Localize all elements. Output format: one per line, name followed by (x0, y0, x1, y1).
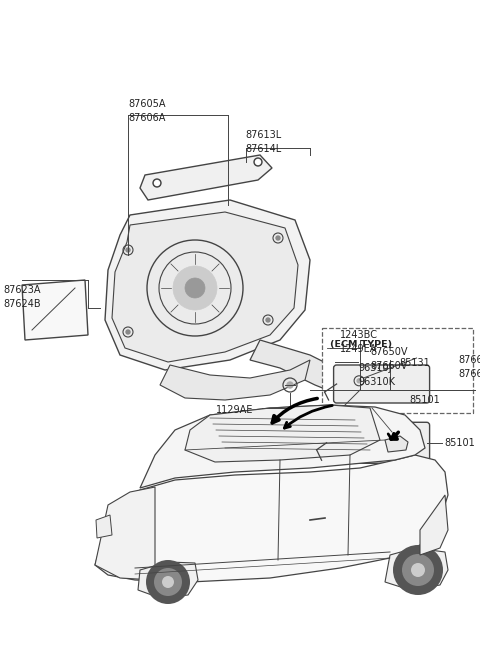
FancyBboxPatch shape (324, 422, 430, 463)
Text: 96310K: 96310K (358, 377, 395, 387)
Circle shape (357, 379, 361, 383)
Text: 87605A: 87605A (128, 99, 166, 109)
Circle shape (126, 330, 130, 334)
Text: 87662: 87662 (458, 369, 480, 379)
Polygon shape (160, 360, 310, 400)
Text: 87624B: 87624B (3, 299, 41, 309)
Polygon shape (138, 562, 198, 598)
Circle shape (287, 382, 293, 388)
Text: 87661: 87661 (458, 355, 480, 365)
Polygon shape (105, 200, 310, 370)
Polygon shape (96, 515, 112, 538)
Polygon shape (385, 548, 448, 590)
Polygon shape (95, 455, 448, 582)
Circle shape (393, 545, 443, 595)
Circle shape (411, 563, 425, 577)
Text: 87613L: 87613L (245, 130, 281, 140)
Text: 87614L: 87614L (245, 144, 281, 154)
Text: 87650V: 87650V (370, 347, 408, 357)
Bar (322, 328, 473, 413)
Text: (ECM TYPE): (ECM TYPE) (330, 340, 392, 349)
Text: 1243BC: 1243BC (340, 330, 378, 340)
Circle shape (266, 318, 270, 322)
Polygon shape (112, 212, 298, 362)
Circle shape (402, 554, 434, 586)
Text: 87606A: 87606A (128, 113, 166, 123)
Text: 87623A: 87623A (3, 285, 40, 295)
Circle shape (337, 410, 353, 426)
Circle shape (126, 248, 130, 252)
Polygon shape (420, 495, 448, 555)
Text: 96310J: 96310J (358, 363, 392, 373)
Circle shape (254, 158, 262, 166)
FancyBboxPatch shape (334, 365, 430, 403)
Polygon shape (250, 340, 350, 395)
Text: 1129AE: 1129AE (216, 405, 253, 415)
Circle shape (155, 180, 159, 186)
Circle shape (153, 179, 161, 187)
Circle shape (342, 415, 348, 421)
Text: 87660V: 87660V (370, 361, 408, 371)
Text: 85131: 85131 (399, 358, 431, 368)
Polygon shape (140, 155, 272, 200)
Circle shape (336, 358, 344, 366)
Text: 1249EA: 1249EA (340, 344, 377, 354)
Circle shape (255, 159, 261, 165)
Circle shape (185, 278, 205, 298)
Circle shape (173, 266, 217, 310)
Polygon shape (22, 280, 88, 340)
Text: 85101: 85101 (444, 438, 475, 448)
Polygon shape (360, 400, 400, 440)
Polygon shape (185, 405, 380, 462)
Circle shape (146, 560, 190, 604)
Circle shape (276, 236, 280, 240)
Polygon shape (385, 436, 408, 452)
Polygon shape (140, 405, 425, 488)
Circle shape (162, 576, 174, 588)
Circle shape (154, 568, 182, 596)
Polygon shape (95, 487, 155, 580)
Text: 85101: 85101 (409, 395, 440, 405)
